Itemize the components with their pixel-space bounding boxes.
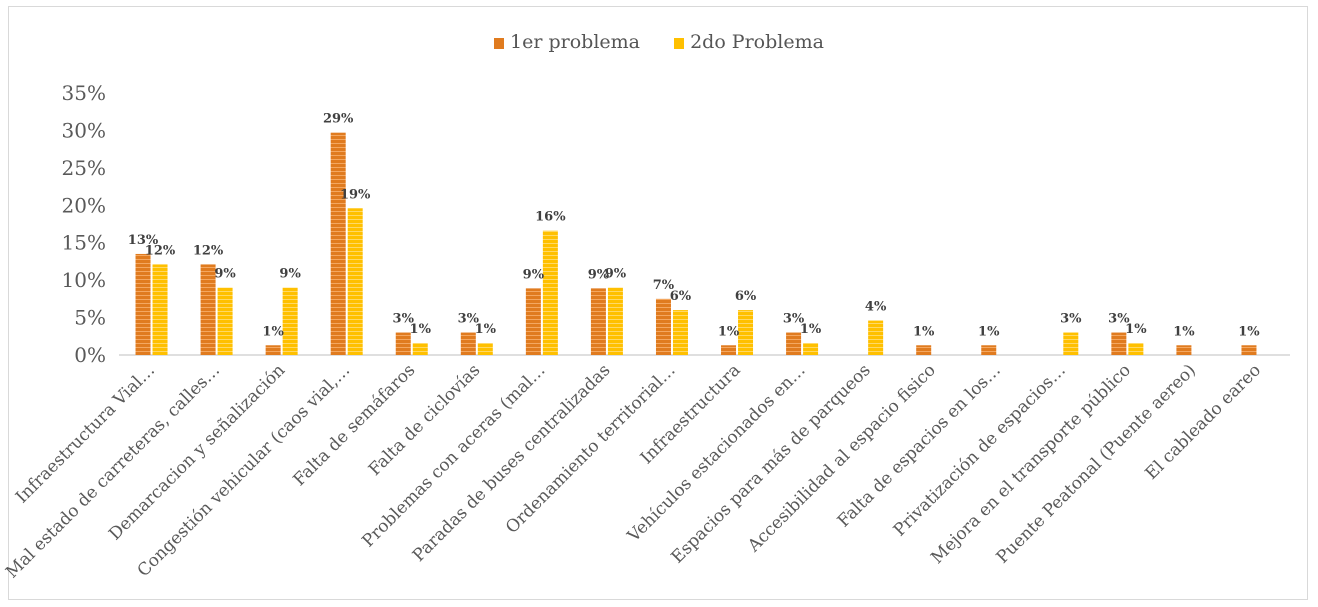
data-label: 16%: [535, 210, 566, 225]
bar-1er-2: [265, 345, 281, 355]
bar-2do-11: [868, 320, 884, 355]
y-tick-label: 30%: [62, 118, 106, 142]
bar-2do-7: [607, 287, 623, 355]
bar-1er-12: [916, 345, 932, 355]
bars: [135, 132, 1257, 355]
bar-2do-14: [1063, 332, 1079, 355]
data-label: 1%: [262, 324, 284, 339]
data-label: 1%: [718, 324, 740, 339]
data-label: 1%: [410, 322, 432, 337]
data-label: 1%: [1125, 322, 1147, 337]
x-axis: Infraestructura Vial…Mal estado de carre…: [2, 360, 1265, 582]
bar-2do-5: [477, 343, 493, 355]
bar-2do-4: [412, 343, 428, 355]
data-label: 1%: [913, 324, 935, 339]
bar-1er-7: [590, 288, 606, 355]
data-label: 9%: [605, 267, 627, 282]
y-tick-label: 25%: [62, 156, 106, 180]
bar-2do-2: [282, 287, 298, 355]
data-label: 1%: [800, 322, 822, 337]
data-label: 3%: [458, 312, 480, 327]
data-label: 12%: [145, 243, 176, 258]
bar-1er-5: [460, 332, 476, 355]
data-label: 1%: [1173, 324, 1195, 339]
data-label: 6%: [670, 289, 692, 304]
bar-1er-8: [655, 298, 671, 355]
bar-1er-15: [1111, 332, 1127, 355]
y-tick-label: 20%: [62, 193, 106, 217]
y-tick-label: 15%: [62, 231, 106, 255]
data-label: 13%: [128, 233, 159, 248]
data-label: 1%: [1238, 324, 1260, 339]
bar-1er-9: [721, 345, 737, 355]
data-label: 1%: [475, 322, 497, 337]
bar-1er-4: [395, 332, 411, 355]
y-tick-label: 0%: [74, 343, 106, 367]
bar-1er-1: [200, 264, 216, 355]
data-label: 9%: [279, 267, 301, 282]
bar-1er-6: [525, 288, 541, 355]
data-label: 6%: [735, 289, 757, 304]
x-tick-label: Falta de semáfaros: [290, 360, 420, 490]
y-tick-label: 35%: [62, 81, 106, 105]
bar-2do-9: [738, 310, 754, 355]
data-label: 9%: [214, 267, 236, 282]
bar-2do-10: [803, 343, 819, 355]
bar-1er-3: [330, 132, 346, 355]
bar-labels: 13%12%1%29%3% 3%9% 9%7%1%3%1% 1%3%1% 1%12%9%…: [128, 112, 1261, 340]
legend-item-2do-problema: 2do Problema: [674, 31, 824, 53]
y-tick-label: 5%: [74, 306, 106, 330]
bar-1er-16: [1176, 345, 1192, 355]
bar-2do-8: [672, 310, 688, 355]
bar-2do-0: [152, 264, 168, 355]
data-label: 4%: [865, 300, 887, 315]
data-label: 7%: [653, 278, 675, 293]
x-tick-label: El cableado eareo: [1142, 360, 1265, 483]
data-label: 1%: [978, 324, 1000, 339]
bar-1er-17: [1241, 345, 1257, 355]
data-label: 9%: [523, 267, 545, 282]
chart-legend: 1er problema 2do Problema: [0, 30, 1318, 53]
bar-2do-6: [542, 230, 558, 355]
x-tick-label: Falta de ciclovías: [365, 360, 484, 479]
legend-label-1er-problema: 1er problema: [510, 31, 641, 53]
bar-2do-15: [1128, 343, 1144, 355]
data-label: 3%: [1108, 312, 1130, 327]
legend-swatch-2do-problema: [674, 38, 685, 49]
legend-label-2do-problema: 2do Problema: [690, 31, 824, 53]
bar-1er-10: [786, 332, 802, 355]
legend-item-1er-problema: 1er problema: [494, 31, 640, 53]
data-label: 9%: [588, 267, 610, 282]
bar-2do-1: [217, 287, 233, 355]
legend-swatch-1er-problema: [494, 38, 505, 49]
data-label: 3%: [1060, 312, 1082, 327]
data-label: 3%: [393, 312, 415, 327]
data-label: 19%: [340, 187, 371, 202]
y-tick-label: 10%: [62, 268, 106, 292]
data-label: 12%: [193, 243, 224, 258]
data-label: 3%: [783, 312, 805, 327]
bar-2do-3: [347, 208, 363, 355]
bar-1er-0: [135, 253, 151, 355]
bar-1er-13: [981, 345, 997, 355]
y-axis: 0% 5% 10% 15% 20% 25% 30% 35%: [62, 81, 106, 367]
data-label: 29%: [323, 112, 354, 127]
